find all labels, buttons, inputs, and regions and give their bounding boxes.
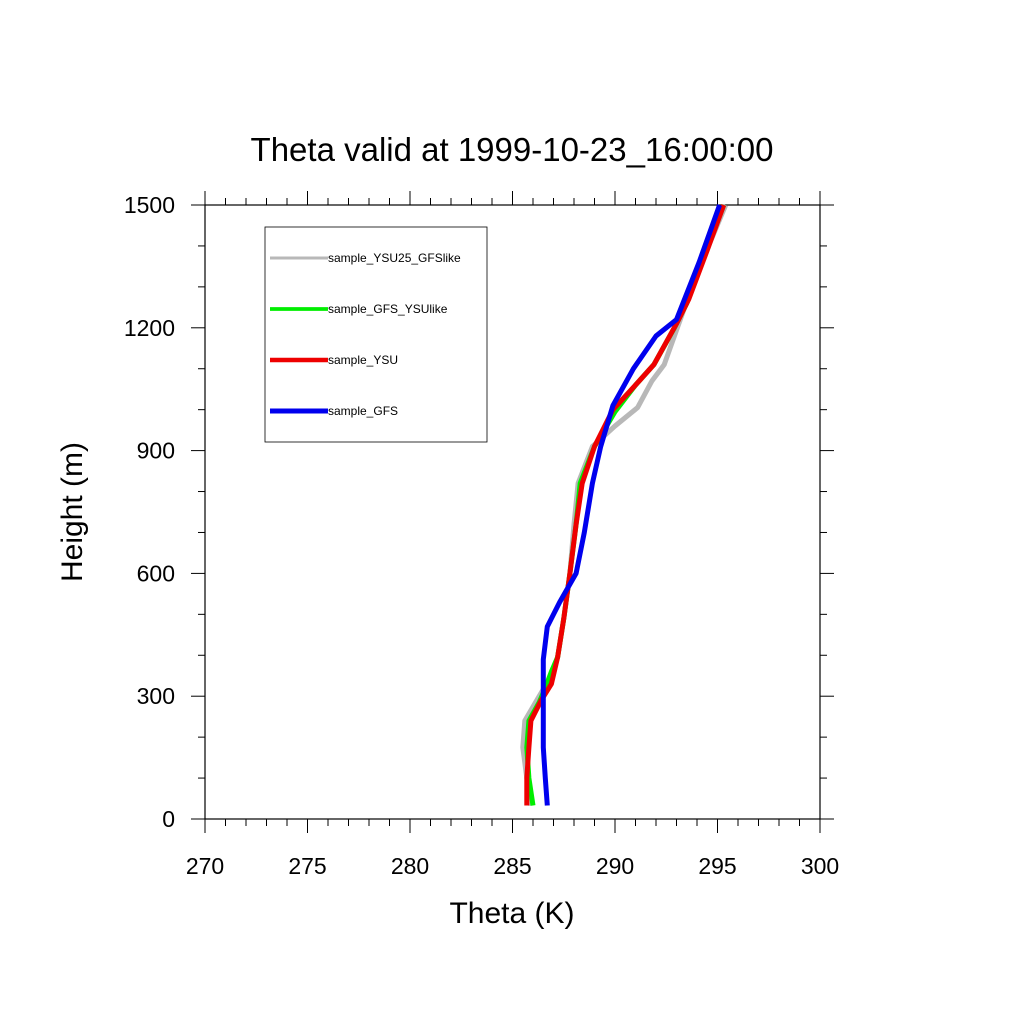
- y-tick-label: 600: [137, 560, 175, 586]
- x-tick-label: 275: [288, 853, 326, 879]
- x-tick-label: 280: [391, 853, 429, 879]
- y-tick-label: 1200: [124, 315, 175, 341]
- y-tick-label: 300: [137, 683, 175, 709]
- x-axis-ticks: 270 275 280 285 290 295 300: [186, 191, 839, 879]
- y-tick-label: 1500: [124, 192, 175, 218]
- series-line-sample-gfs-ysulike: [524, 204, 727, 806]
- y-tick-label: 900: [137, 438, 175, 464]
- legend-box: [264, 226, 488, 443]
- legend-label-sample-ysu: sample_YSU: [328, 353, 398, 367]
- legend-label-sample-gfs-ysulike: sample_GFS_YSUlike: [328, 302, 448, 316]
- series-line-sample-gfs: [540, 204, 722, 806]
- y-axis-ticks: 0 300 600 900 1200 1500: [124, 192, 834, 832]
- legend-label-sample-gfs: sample_GFS: [328, 404, 398, 418]
- x-tick-label: 300: [801, 853, 839, 879]
- series-lines: [520, 204, 729, 806]
- x-tick-label: 290: [596, 853, 634, 879]
- x-axis-label: Theta (K): [449, 897, 574, 930]
- x-tick-label: 285: [493, 853, 531, 879]
- series-line-sample-ysu: [524, 204, 727, 806]
- y-axis-label: Height (m): [56, 442, 89, 582]
- y-tick-label: 0: [162, 806, 175, 832]
- legend: sample_YSU25_GFSlike sample_GFS_YSUlikesa…: [264, 226, 488, 443]
- x-tick-label: 270: [186, 853, 224, 879]
- x-tick-label: 295: [698, 853, 736, 879]
- legend-label-sample-ysu25-gfslike: sample_YSU25_GFSlike: [328, 251, 461, 265]
- series-line-sample-ysu25-gfslike: [520, 204, 729, 806]
- chart-title: Theta valid at 1999-10-23_16:00:00: [251, 131, 774, 168]
